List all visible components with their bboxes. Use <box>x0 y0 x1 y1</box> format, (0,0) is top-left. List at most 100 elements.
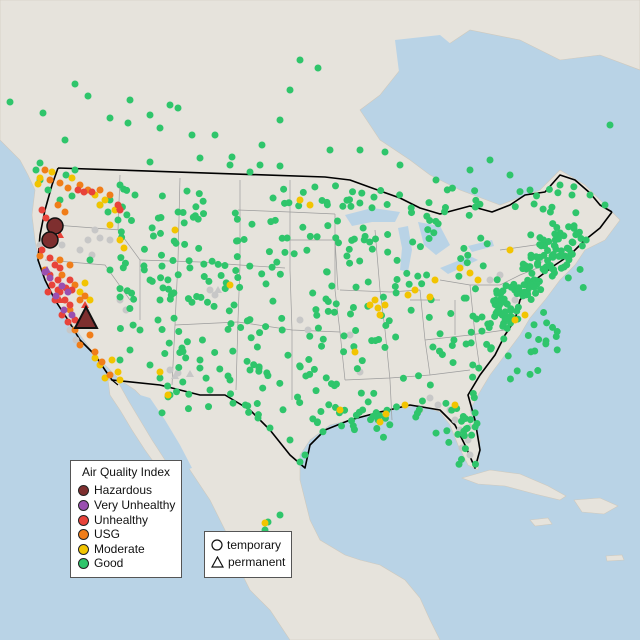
sensor-marker <box>273 258 281 266</box>
sensor-marker <box>116 285 124 293</box>
sensor-marker <box>197 293 205 301</box>
sensor-marker <box>393 256 401 264</box>
sensor-marker <box>392 289 400 297</box>
sensor-marker <box>123 211 131 219</box>
sensor-marker <box>178 344 186 352</box>
sensor-marker <box>368 204 376 212</box>
sensor-marker <box>383 201 391 209</box>
sensor-marker <box>52 292 60 300</box>
sensor-marker <box>323 268 331 276</box>
sensor-marker <box>548 272 556 280</box>
sensor-marker <box>294 393 302 401</box>
sensor-marker <box>228 153 236 161</box>
jamaica-land <box>529 517 553 527</box>
unhealthy-swatch <box>78 514 89 526</box>
sensor-marker <box>565 223 573 231</box>
sensor-marker <box>280 185 288 193</box>
sensor-marker <box>279 406 287 414</box>
sensor-marker <box>429 343 437 351</box>
sensor-marker <box>516 188 524 196</box>
sensor-marker <box>555 252 563 260</box>
sensor-marker <box>246 168 254 176</box>
sensor-marker <box>174 271 182 279</box>
sensor-marker <box>350 343 358 351</box>
sensor-marker <box>501 308 509 316</box>
sensor-marker <box>568 191 576 199</box>
sensor-marker <box>202 374 210 382</box>
sensor-marker <box>146 158 154 166</box>
sensor-marker <box>195 190 203 198</box>
sensor-marker <box>478 313 486 321</box>
hazardous-sensors <box>41 217 64 249</box>
sensor-marker <box>338 422 346 430</box>
sensor-marker <box>231 209 239 217</box>
sensor-marker <box>181 240 189 248</box>
sensor-marker <box>244 402 252 410</box>
sensor-marker <box>96 201 104 209</box>
sensor-marker <box>64 288 72 296</box>
sensor-marker <box>340 332 348 340</box>
sensor-marker <box>276 162 284 170</box>
sensor-marker <box>309 289 317 297</box>
sensor-marker <box>106 266 114 274</box>
sensor-marker <box>34 180 42 188</box>
sensor-marker <box>116 376 124 384</box>
very-unhealthy-swatch <box>78 499 89 511</box>
sensor-marker <box>62 171 70 179</box>
sensor-marker <box>180 219 188 227</box>
sensor-marker <box>530 283 538 291</box>
sensor-marker <box>206 386 214 394</box>
sensor-marker <box>405 280 413 288</box>
sensor-marker <box>463 424 471 432</box>
sensor-marker <box>278 314 286 322</box>
sensor-marker <box>466 269 474 277</box>
sensor-marker <box>349 303 357 311</box>
sensor-marker <box>157 251 165 259</box>
sensor-marker <box>237 323 245 331</box>
sensor-marker <box>114 216 122 224</box>
sensor-marker <box>106 191 114 199</box>
sensor-marker <box>403 269 411 277</box>
sensor-marker <box>357 389 365 397</box>
sensor-marker <box>418 280 426 288</box>
sensor-marker <box>311 183 319 191</box>
sensor-marker <box>283 234 291 242</box>
sensor-marker <box>61 208 69 216</box>
sensor-marker <box>175 363 183 371</box>
sensor-marker <box>466 166 474 174</box>
sensor-marker <box>332 380 340 388</box>
sensor-marker <box>314 64 322 72</box>
sensor-marker <box>368 245 376 253</box>
sensor-marker <box>64 318 72 326</box>
sensor-marker <box>391 282 399 290</box>
sensor-marker <box>158 409 166 417</box>
sensor-marker <box>318 342 326 350</box>
sensor-marker <box>506 246 514 254</box>
aqi-legend: Air Quality Index Hazardous Very Unhealt… <box>70 460 182 578</box>
sensor-marker <box>317 408 325 416</box>
sensor-marker <box>464 251 472 259</box>
sensor-marker <box>216 365 224 373</box>
sensor-marker <box>463 259 471 267</box>
sensor-marker <box>569 239 577 247</box>
sensor-marker <box>121 259 129 267</box>
sensor-marker <box>527 348 535 356</box>
sensor-marker <box>56 179 64 187</box>
sensor-marker <box>116 356 124 364</box>
sensor-marker <box>364 278 372 286</box>
sensor-marker-permanent <box>56 296 64 303</box>
sensor-marker <box>172 239 180 247</box>
sensor-marker <box>91 354 99 362</box>
moderate-sensors <box>34 168 529 527</box>
sensor-marker <box>450 336 458 344</box>
legend-label: permanent <box>228 555 286 569</box>
sensor-marker <box>140 245 148 253</box>
sensor-marker <box>412 413 420 421</box>
usg-sensors <box>36 166 114 379</box>
sensor-marker <box>200 273 208 281</box>
sensor-marker <box>262 280 270 288</box>
sensor-marker <box>217 272 225 280</box>
sensor-marker <box>468 431 476 439</box>
sensor-marker <box>175 328 183 336</box>
sensor-marker <box>436 330 444 338</box>
